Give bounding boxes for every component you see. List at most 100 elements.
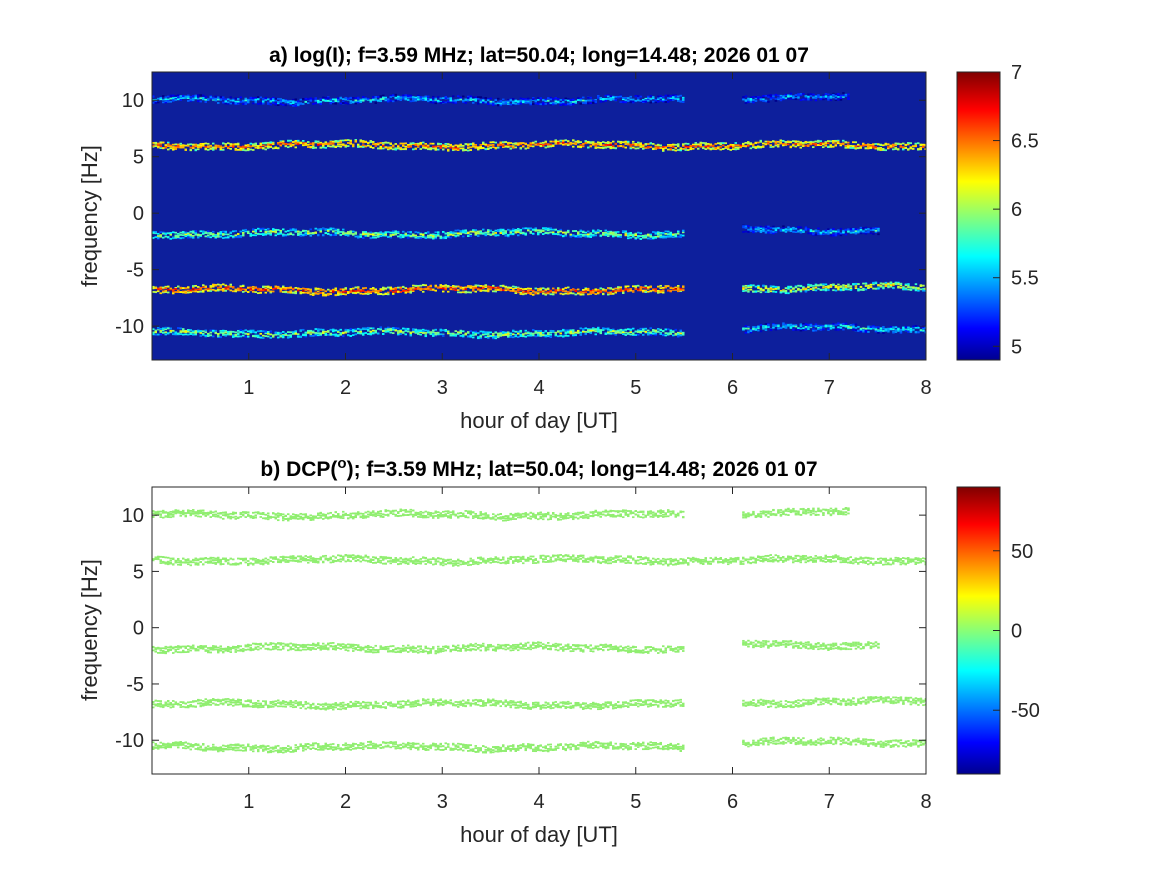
panel-a-trace-pixel <box>589 144 592 147</box>
panel-a-trace-pixel <box>362 99 365 102</box>
panel-a-trace-pixel <box>809 230 813 233</box>
panel-a-trace-pixel <box>864 285 868 287</box>
panel-a-trace-pixel <box>544 228 547 231</box>
panel-a-trace-pixel <box>709 148 712 151</box>
panel-a-trace-pixel <box>344 330 347 333</box>
panel-a-trace-pixel <box>199 234 202 236</box>
panel-a-trace-pixel <box>309 329 312 332</box>
panel-a-trace-pixel <box>654 236 657 239</box>
panel-a-trace-pixel <box>179 333 182 336</box>
panel-a-trace-pixel <box>914 289 918 292</box>
panel-a-trace-pixel <box>389 96 392 98</box>
panel-a-trace-pixel <box>379 233 382 235</box>
panel-a-trace-pixel <box>167 285 170 288</box>
panel-a-trace-pixel <box>629 232 632 235</box>
panel-a-trace-pixel <box>192 145 195 148</box>
panel-a-trace-pixel <box>579 141 582 144</box>
panel-a-trace-pixel <box>252 99 255 101</box>
panel-a-trace-pixel <box>167 141 170 144</box>
panel-a-trace-pixel <box>314 227 317 230</box>
panel-a-trace-pixel <box>162 331 165 334</box>
panel-a-trace-pixel <box>759 146 762 149</box>
panel-a-trace-pixel <box>779 142 782 145</box>
panel-a-trace-pixel <box>609 143 612 146</box>
panel-a-trace-pixel <box>869 144 872 147</box>
panel-a-trace-pixel <box>877 233 880 236</box>
panel-a-trace-pixel <box>924 148 926 151</box>
panel-a-trace-pixel <box>769 144 772 147</box>
panel-a-trace-pixel <box>432 236 435 239</box>
panel-a-trace-pixel <box>519 142 522 144</box>
panel-a-trace-pixel <box>637 236 640 239</box>
panel-a-trace-pixel <box>504 231 507 233</box>
panel-a-trace-pixel <box>674 288 677 291</box>
panel-a-trace-pixel <box>177 332 180 335</box>
panel-a-trace-pixel <box>199 235 202 238</box>
panel-a-trace-pixel <box>484 231 487 234</box>
panel-a-trace-pixel <box>659 290 662 292</box>
panel-a-trace-pixel <box>777 97 780 100</box>
panel-a-trace-pixel <box>322 142 325 145</box>
panel-a-trace-pixel <box>519 231 522 234</box>
panel-a-trace-pixel <box>182 328 185 330</box>
panel-a-trace-pixel <box>844 286 848 289</box>
panel-a-trace-pixel <box>544 288 547 291</box>
panel-a-trace-pixel <box>252 331 255 334</box>
panel-a-trace-pixel <box>407 94 410 97</box>
panel-a-trace-pixel <box>232 230 235 233</box>
panel-a-trace-pixel <box>497 234 500 237</box>
panel-a-trace-pixel <box>314 146 317 149</box>
panel-a-trace-pixel <box>267 143 270 146</box>
panel-a-trace-pixel <box>284 234 287 237</box>
panel-a-trace-pixel <box>467 235 470 237</box>
panel-a-trace-pixel <box>614 290 617 292</box>
panel-a-trace-pixel <box>847 228 850 231</box>
panel-a-trace-pixel <box>844 146 847 149</box>
panel-a-trace-pixel <box>429 331 432 334</box>
panel-a-trace-pixel <box>517 286 520 289</box>
panel-a-trace-pixel <box>872 146 875 149</box>
panel-a-trace-pixel <box>844 145 847 147</box>
panel-a-trace-pixel <box>187 236 190 239</box>
panel-a-trace-pixel <box>327 228 330 231</box>
panel-a-trace-pixel <box>582 289 585 291</box>
panel-a-trace-pixel <box>449 334 452 337</box>
panel-a-trace-pixel <box>172 94 175 97</box>
panel-a-trace-pixel <box>184 144 187 147</box>
panel-a-trace-pixel <box>872 143 875 146</box>
panel-a-trace-pixel <box>774 227 778 230</box>
panel-a-trace-pixel <box>362 96 365 98</box>
panel-a-trace-pixel <box>189 233 192 236</box>
panel-a-trace-pixel <box>389 94 392 97</box>
panel-a-trace-pixel <box>204 146 207 148</box>
panel-a-trace-pixel <box>547 229 550 232</box>
panel-a-trace-pixel <box>494 288 497 291</box>
panel-a-trace-pixel <box>207 289 210 292</box>
panel-a-trace-pixel <box>279 144 282 147</box>
panel-a-trace-pixel <box>447 330 450 333</box>
panel-a-trace-pixel <box>804 290 808 293</box>
panel-a-trace-pixel <box>189 98 192 101</box>
panel-a-trace-pixel <box>382 98 385 100</box>
panel-a-trace-pixel <box>702 142 705 144</box>
panel-a-trace-pixel <box>634 238 637 240</box>
panel-a-trace-pixel <box>634 99 637 102</box>
panel-a-trace-pixel <box>832 141 835 144</box>
panel-a-trace-pixel <box>229 283 232 286</box>
panel-a-trace-pixel <box>222 237 225 239</box>
panel-a-trace-pixel <box>367 293 370 295</box>
panel-a-trace-pixel <box>324 332 327 335</box>
panel-a-trace-pixel <box>639 288 642 291</box>
panel-a-trace-pixel <box>319 98 322 101</box>
panel-a-trace-pixel <box>217 146 220 148</box>
panel-a-trace-pixel <box>177 96 180 99</box>
panel-a-trace-pixel <box>179 99 182 101</box>
panel-a-trace-pixel <box>394 328 397 331</box>
panel-a-trace-pixel <box>897 285 900 288</box>
panel-a-trace-pixel <box>337 97 340 100</box>
panel-a-trace-pixel <box>224 98 227 101</box>
panel-a-trace-pixel <box>762 100 765 102</box>
panel-a-trace-pixel <box>477 98 480 100</box>
panel-a-trace-pixel <box>344 144 347 147</box>
panel-a-trace-pixel <box>807 141 810 144</box>
